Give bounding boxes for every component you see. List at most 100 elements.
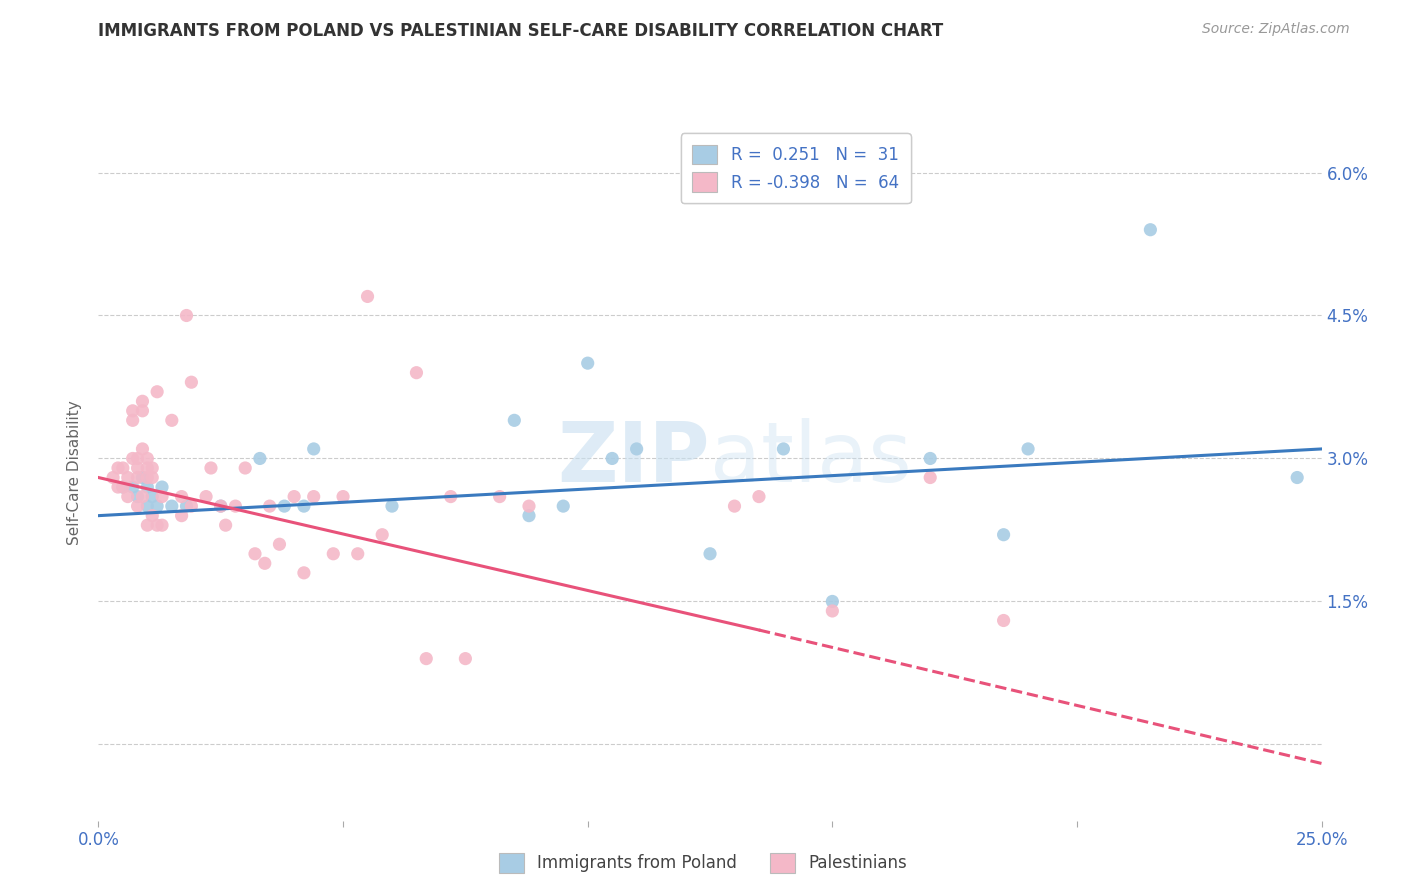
Point (699, 547, 721, 561)
Point (440, 490, 463, 504)
Point (292, 499, 315, 513)
Point (127, 490, 149, 504)
Point (136, 461, 159, 475)
Point (821, 604, 844, 618)
Point (146, 384, 169, 399)
Point (111, 461, 134, 475)
Point (415, 651, 437, 665)
Point (146, 518, 169, 533)
Point (111, 480, 134, 494)
Point (101, 470, 124, 484)
Point (209, 499, 232, 513)
Point (920, 451, 942, 466)
Point (180, 499, 202, 513)
Point (503, 413, 526, 427)
Point (993, 614, 1015, 628)
Point (292, 566, 315, 580)
Y-axis label: Self-Care Disability: Self-Care Disability (67, 401, 83, 545)
Point (150, 480, 173, 494)
Point (180, 375, 202, 389)
Point (302, 490, 325, 504)
Point (160, 413, 183, 427)
Point (224, 499, 246, 513)
Point (517, 499, 540, 513)
Text: ZIP: ZIP (558, 418, 710, 500)
Point (176, 309, 198, 323)
Point (141, 470, 163, 484)
Point (146, 499, 169, 513)
Point (195, 490, 218, 504)
Point (283, 490, 305, 504)
Point (121, 404, 143, 418)
Point (1017, 442, 1039, 456)
Point (723, 499, 745, 513)
Point (626, 442, 648, 456)
Point (141, 508, 163, 523)
Point (136, 499, 159, 513)
Point (920, 470, 942, 484)
Point (111, 480, 134, 494)
Point (200, 461, 222, 475)
Point (131, 404, 153, 418)
Point (454, 651, 477, 665)
Point (117, 490, 139, 504)
Point (302, 442, 325, 456)
Point (131, 394, 153, 409)
Point (117, 470, 139, 484)
Legend: R =  0.251   N =  31, R = -0.398   N =  64: R = 0.251 N = 31, R = -0.398 N = 64 (681, 133, 911, 203)
Point (249, 451, 271, 466)
Point (131, 490, 153, 504)
Point (332, 490, 354, 504)
Point (772, 442, 794, 456)
Point (150, 518, 173, 533)
Point (346, 547, 368, 561)
Point (107, 461, 129, 475)
Point (141, 461, 163, 475)
Point (1286, 470, 1309, 484)
Point (121, 480, 143, 494)
Point (576, 356, 599, 370)
Point (136, 451, 159, 466)
Point (127, 461, 149, 475)
Point (107, 480, 129, 494)
Text: IMMIGRANTS FROM POLAND VS PALESTINIAN SELF-CARE DISABILITY CORRELATION CHART: IMMIGRANTS FROM POLAND VS PALESTINIAN SE… (98, 22, 943, 40)
Point (371, 527, 394, 541)
Point (214, 518, 236, 533)
Point (748, 490, 770, 504)
Point (821, 594, 844, 608)
Point (127, 470, 149, 484)
Point (209, 499, 232, 513)
Point (517, 508, 540, 523)
Point (170, 490, 193, 504)
Legend: Immigrants from Poland, Palestinians: Immigrants from Poland, Palestinians (492, 847, 914, 880)
Point (1139, 223, 1161, 237)
Point (253, 557, 276, 571)
Point (136, 480, 159, 494)
Point (160, 499, 183, 513)
Point (127, 451, 149, 466)
Point (170, 508, 193, 523)
Point (141, 490, 163, 504)
Point (356, 289, 378, 303)
Point (121, 413, 143, 427)
Point (150, 490, 173, 504)
Point (993, 527, 1015, 541)
Point (273, 499, 295, 513)
Point (600, 451, 623, 466)
Point (405, 366, 427, 380)
Point (131, 470, 153, 484)
Text: Source: ZipAtlas.com: Source: ZipAtlas.com (1202, 22, 1350, 37)
Point (322, 547, 344, 561)
Point (176, 499, 198, 513)
Point (259, 499, 281, 513)
Point (131, 442, 153, 456)
Point (136, 518, 159, 533)
Point (233, 461, 256, 475)
Point (127, 499, 149, 513)
Point (121, 451, 143, 466)
Point (553, 499, 575, 513)
Point (488, 490, 510, 504)
Point (243, 547, 266, 561)
Text: atlas: atlas (710, 418, 911, 500)
Point (381, 499, 404, 513)
